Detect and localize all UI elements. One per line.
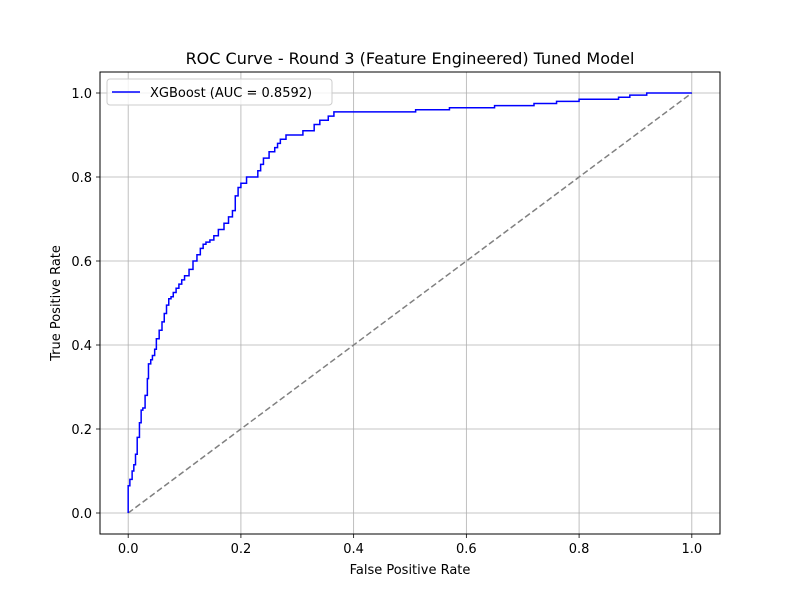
x-tick-label: 0.8 bbox=[569, 542, 590, 557]
x-tick-label: 0.4 bbox=[343, 542, 364, 557]
axis-ticks: 0.0 0.2 0.4 0.6 0.8 1.0 0.0 0.2 0.4 0.6 0.8 1.0 bbox=[71, 87, 702, 557]
y-tick-label: 0.6 bbox=[71, 255, 92, 270]
y-tick-label: 0.8 bbox=[71, 171, 92, 186]
plot-frame bbox=[99, 71, 721, 535]
series-layer bbox=[127, 92, 693, 514]
legend-label-xgboost: XGBoost (AUC = 0.8592) bbox=[150, 86, 312, 101]
x-tick-label: 0.6 bbox=[456, 542, 477, 557]
chart-title: ROC Curve - Round 3 (Feature Engineered)… bbox=[186, 49, 635, 68]
y-tick-label: 1.0 bbox=[71, 87, 92, 102]
y-axis-title: True Positive Rate bbox=[49, 245, 64, 362]
series-xgboost-roc-line bbox=[127, 92, 692, 513]
y-tick-label: 0.2 bbox=[71, 423, 92, 438]
y-tick-label: 0.0 bbox=[71, 507, 92, 522]
grid-lines bbox=[100, 72, 720, 534]
legend: XGBoost (AUC = 0.8592) bbox=[106, 78, 333, 106]
y-tick-label: 0.4 bbox=[71, 339, 92, 354]
x-tick-label: 0.0 bbox=[118, 542, 139, 557]
series-random-chance-line bbox=[127, 92, 693, 514]
x-axis-title: False Positive Rate bbox=[350, 563, 471, 578]
x-tick-label: 1.0 bbox=[681, 542, 702, 557]
x-tick-label: 0.2 bbox=[231, 542, 252, 557]
legend-box bbox=[106, 78, 333, 106]
